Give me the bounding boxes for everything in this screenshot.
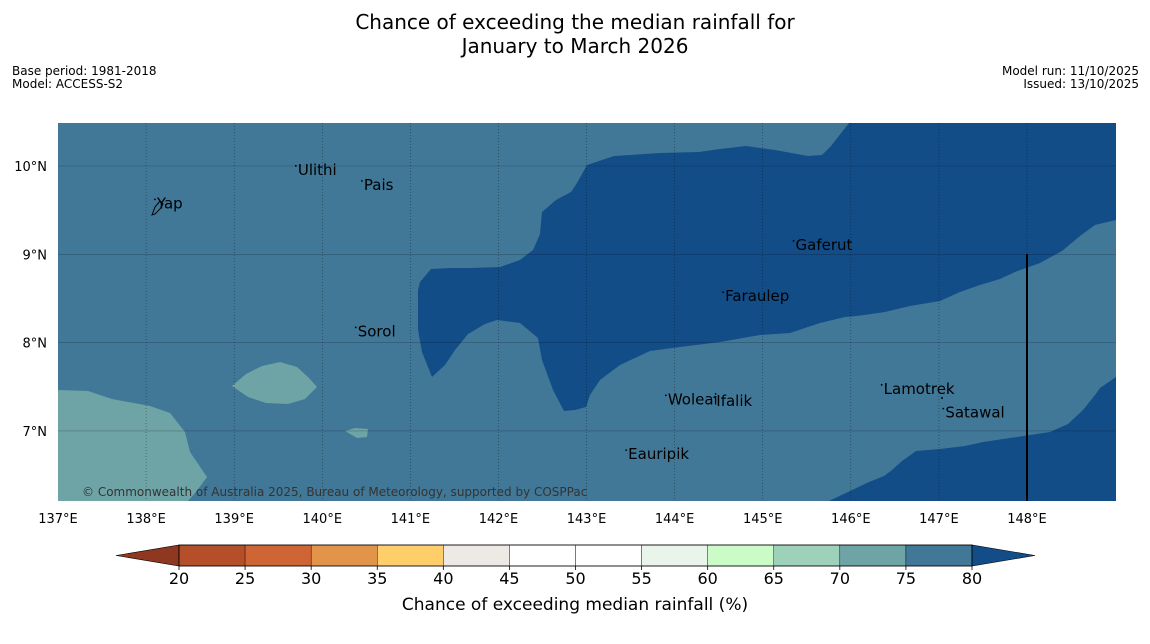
region-over-80-southeast bbox=[829, 377, 1116, 501]
longitude-tick-label: 145°E bbox=[743, 512, 783, 527]
place-marker bbox=[361, 179, 363, 182]
graticule bbox=[58, 123, 1116, 501]
meta-right: Model run: 11/10/2025 Issued: 13/10/2025 bbox=[1002, 65, 1139, 91]
place-marker bbox=[722, 291, 724, 293]
place-label: Gaferut bbox=[796, 236, 853, 254]
colorbar-under-arrow bbox=[115, 544, 180, 567]
colorbar-tick-label: 65 bbox=[764, 569, 784, 588]
colorbar-tick-label: 75 bbox=[896, 569, 916, 588]
place-marker bbox=[942, 407, 945, 410]
region-70-75-patch bbox=[232, 362, 317, 404]
region-70-75-small-patch bbox=[345, 428, 368, 438]
colorbar-segment bbox=[178, 544, 246, 567]
meta-left: Base period: 1981-2018 Model: ACCESS-S2 bbox=[12, 65, 157, 91]
colorbar-tick-label: 55 bbox=[631, 569, 651, 588]
longitude-tick-label: 148°E bbox=[1007, 512, 1047, 527]
model-run-text: Model run: 11/10/2025 bbox=[1001, 64, 1139, 78]
place-marker bbox=[625, 449, 628, 452]
latitude-tick-label: 7°N bbox=[23, 425, 48, 440]
colorbar-tick-label: 45 bbox=[499, 569, 519, 588]
colorbar-tick-label: 20 bbox=[169, 569, 189, 588]
latitude-tick-label: 9°N bbox=[23, 248, 48, 263]
longitude-tick-label: 142°E bbox=[479, 512, 519, 527]
region-over-80 bbox=[418, 123, 1116, 411]
longitude-tick-label: 143°E bbox=[567, 512, 607, 527]
place-marker bbox=[713, 396, 716, 399]
place-label: Woleai bbox=[668, 390, 718, 408]
colorbar-title: Chance of exceeding median rainfall (%) bbox=[402, 595, 748, 615]
colorbar-over-arrow bbox=[971, 544, 1036, 567]
place-marker bbox=[880, 383, 883, 386]
colorbar-segment bbox=[244, 544, 312, 567]
model-text: Model: ACCESS-S2 bbox=[12, 77, 124, 91]
colorbar: 20 25 30 35 40 45 50 55 60 65 70 75 80 bbox=[115, 544, 1036, 588]
place-labels: Yap Ulithi Pais Gaferut Faraulep Sorol WoleaiI… bbox=[154, 161, 1005, 463]
place-marker bbox=[664, 394, 667, 397]
colorbar-segment bbox=[905, 544, 973, 567]
place-label: Lamotrek bbox=[884, 380, 955, 398]
place-label: Yap bbox=[156, 194, 183, 212]
colorbar-tick-label: 60 bbox=[697, 569, 717, 588]
colorbar-segment bbox=[839, 544, 907, 567]
place-marker bbox=[354, 326, 357, 329]
colorbar-tick-label: 25 bbox=[235, 569, 255, 588]
colorbar-segment bbox=[377, 544, 444, 567]
place-label: Ifalik bbox=[716, 392, 752, 410]
longitude-tick-label: 147°E bbox=[919, 512, 959, 527]
place-label: Pais bbox=[364, 176, 394, 194]
region-70-75-southwest bbox=[58, 390, 207, 501]
longitude-tick-label: 138°E bbox=[126, 512, 166, 527]
latitude-tick-label: 10°N bbox=[14, 160, 47, 175]
longitude-tick-label: 139°E bbox=[214, 512, 254, 527]
place-label: Sorol bbox=[358, 322, 396, 340]
base-period-text: Base period: 1981-2018 bbox=[12, 64, 157, 78]
copyright-text: © Commonwealth of Australia 2025, Bureau… bbox=[82, 485, 587, 499]
colorbar-tick-label: 35 bbox=[367, 569, 387, 588]
longitude-tick-label: 140°E bbox=[303, 512, 343, 527]
region-over-80-speck bbox=[870, 186, 876, 190]
place-label: Eauripik bbox=[628, 445, 689, 463]
longitude-tick-label: 144°E bbox=[655, 512, 695, 527]
island-dot bbox=[941, 397, 943, 399]
colorbar-segment bbox=[575, 544, 642, 567]
map-title-line-1: Chance of exceeding the median rainfall … bbox=[355, 10, 795, 34]
map-title-line-2: January to March 2026 bbox=[461, 34, 689, 58]
colorbar-tick-label: 40 bbox=[433, 569, 453, 588]
longitude-tick-label: 137°E bbox=[38, 512, 78, 527]
colorbar-tick-label: 70 bbox=[830, 569, 850, 588]
colorbar-segment bbox=[641, 544, 708, 567]
issued-text: Issued: 13/10/2025 bbox=[1023, 77, 1139, 91]
longitude-tick-label: 141°E bbox=[391, 512, 431, 527]
colorbar-tick-label: 80 bbox=[962, 569, 982, 588]
place-marker bbox=[792, 239, 795, 242]
colorbar-segment bbox=[310, 544, 378, 567]
map-area: Yap Ulithi Pais Gaferut Faraulep Sorol WoleaiI… bbox=[58, 123, 1116, 501]
place-label: Ulithi bbox=[298, 161, 337, 179]
colorbar-segment bbox=[773, 544, 841, 567]
colorbar-segment bbox=[509, 544, 576, 567]
place-marker bbox=[294, 164, 297, 167]
longitude-tick-label: 146°E bbox=[831, 512, 871, 527]
colorbar-segment bbox=[443, 544, 510, 567]
colorbar-tick-label: 50 bbox=[565, 569, 585, 588]
colorbar-tick-label: 30 bbox=[301, 569, 321, 588]
longitude-labels: 137°E 138°E 139°E 140°E 141°E 142°E 143°E 144°E… bbox=[38, 512, 1047, 527]
latitude-labels: 10°N 9°N 8°N 7°N bbox=[14, 160, 47, 440]
colorbar-segment bbox=[707, 544, 774, 567]
place-marker bbox=[154, 198, 156, 201]
yap-island-outline bbox=[151, 200, 164, 216]
latitude-tick-label: 8°N bbox=[23, 337, 48, 352]
place-label: Faraulep bbox=[725, 287, 789, 305]
place-label: Satawal bbox=[945, 404, 1004, 422]
